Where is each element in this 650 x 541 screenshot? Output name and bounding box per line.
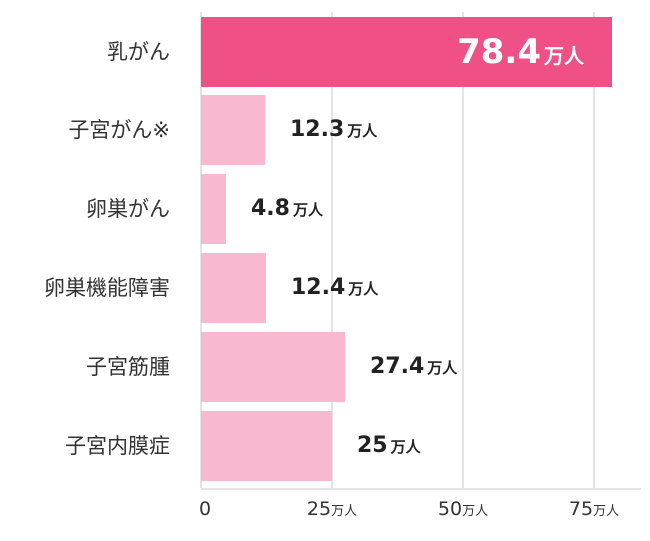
value-label: 78.4 万人: [457, 32, 584, 72]
bar: [201, 253, 266, 323]
value-label: 12.4 万人: [291, 275, 379, 300]
bar-row: 卵巣がん 4.8 万人: [0, 174, 650, 244]
bar-row: 子宮がん※ 12.3 万人: [0, 95, 650, 165]
x-tick-25: 25万人: [306, 498, 358, 520]
gridline-75: [593, 12, 595, 488]
bar-row: 卵巣機能障害 12.4 万人: [0, 253, 650, 323]
bar: [201, 174, 226, 244]
x-tick-50: 50万人: [437, 498, 489, 520]
x-axis-baseline: [201, 488, 641, 490]
value-label: 12.3 万人: [290, 117, 378, 142]
gridline-50: [462, 12, 464, 488]
category-label: 子宮がん※: [68, 118, 170, 142]
category-label: 卵巣機能障害: [44, 276, 170, 300]
bar-row: 子宮筋腫 27.4 万人: [0, 332, 650, 402]
axis-line: [200, 12, 202, 488]
bar-row: 子宮内膜症 25 万人: [0, 411, 650, 481]
value-label: 27.4 万人: [370, 354, 458, 379]
x-tick-0: 0: [198, 498, 212, 520]
bar: [201, 332, 345, 402]
bar: [201, 411, 332, 481]
category-label: 子宮内膜症: [65, 434, 170, 458]
category-label: 乳がん: [107, 40, 170, 64]
bar: [201, 17, 612, 87]
category-label: 卵巣がん: [86, 197, 170, 221]
bar: [201, 95, 265, 165]
bar-row: 乳がん 78.4 万人: [0, 17, 650, 87]
category-label: 子宮筋腫: [86, 355, 170, 379]
value-label: 25 万人: [357, 433, 421, 458]
value-label: 4.8 万人: [251, 196, 323, 221]
x-tick-75: 75万人: [568, 498, 620, 520]
gridline-25: [331, 12, 333, 488]
